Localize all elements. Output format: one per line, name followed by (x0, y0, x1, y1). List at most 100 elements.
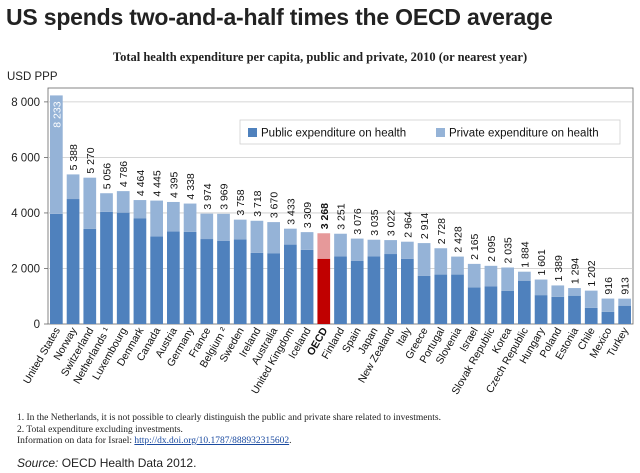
bar-private (116, 191, 130, 213)
bar-private (183, 203, 197, 232)
israel-note-prefix: Information on data for Israel: (17, 436, 135, 446)
data-label: 2 165 (469, 233, 481, 259)
israel-note-suffix: . (289, 436, 292, 446)
bar-private (401, 241, 414, 259)
data-label: 3 758 (235, 189, 247, 215)
legend-label-public: Public expenditure on health (261, 128, 406, 140)
bar-public (484, 286, 498, 324)
bar-public (133, 218, 147, 324)
bar-public (100, 211, 113, 324)
data-label: 1 389 (553, 255, 565, 281)
bar-private (384, 240, 397, 255)
data-label: 3 035 (369, 209, 381, 235)
data-label: 8 233 (51, 101, 63, 127)
bar-private (250, 220, 264, 253)
bar-private (284, 228, 297, 245)
data-label: 3 670 (269, 192, 281, 218)
bar-private (601, 298, 615, 312)
bar-public (601, 311, 615, 324)
bar-public (568, 295, 581, 324)
data-label: 2 095 (486, 235, 498, 261)
bar-private (367, 239, 381, 257)
bar-public (250, 252, 264, 324)
legend-swatch-public (248, 128, 257, 137)
bar-private (501, 267, 514, 291)
bar-public (167, 231, 180, 324)
data-label: 913 (620, 277, 632, 295)
bar-private (451, 256, 464, 275)
data-label: 1 884 (519, 241, 531, 267)
bar-public (116, 212, 130, 324)
source-text: OECD Health Data 2012. (58, 456, 197, 470)
data-label: 3 022 (386, 210, 398, 236)
bar-private (534, 279, 548, 296)
bar-public (50, 213, 63, 324)
bar-private (484, 265, 498, 287)
source-label: Source: (17, 456, 59, 470)
bar-private (233, 219, 247, 240)
bar-public (434, 274, 448, 324)
y-axis-label: USD PPP (7, 71, 58, 83)
data-label: 3 718 (252, 190, 264, 216)
legend-swatch-private (436, 128, 445, 137)
bar-public (66, 199, 80, 324)
bar-private (133, 200, 147, 219)
data-label: 2 914 (419, 213, 431, 239)
bar-public (334, 256, 347, 324)
bar-private (100, 193, 113, 212)
data-label: 2 728 (436, 218, 448, 244)
data-label: 1 202 (586, 260, 598, 286)
bar-public (367, 256, 381, 324)
source-line: Source: OECD Health Data 2012. (17, 456, 196, 470)
bar-private (417, 243, 431, 276)
bar-private (551, 285, 565, 297)
data-label: 4 464 (135, 170, 147, 196)
bar-private (434, 248, 448, 275)
y-tick-label: 4 000 (11, 208, 40, 220)
bar-public (518, 280, 531, 324)
bar-private (83, 177, 97, 229)
data-label: 5 388 (68, 144, 80, 170)
bar-public (83, 228, 97, 324)
bar-public (183, 231, 197, 324)
bar-private (467, 263, 481, 288)
israel-data-link[interactable]: http://dx.doi.org/10.1787/888932315602 (134, 436, 290, 446)
bar-public (300, 249, 314, 324)
bar-private (200, 213, 214, 240)
bar-private (518, 271, 531, 281)
bar-private (217, 213, 230, 241)
y-tick-label: 6 000 (11, 152, 40, 164)
data-label: 3 974 (202, 183, 214, 209)
legend-label-private: Private expenditure on health (449, 128, 599, 140)
bar-public (384, 254, 397, 324)
footnotes: 1. In the Netherlands, it is not possibl… (17, 413, 441, 448)
bar-public (217, 240, 230, 324)
page-title: US spends two-and-a-half times the OECD … (6, 4, 553, 30)
bar-public (401, 258, 414, 324)
chart-title: Total health expenditure per capita, pub… (112, 50, 528, 64)
data-label: 3 076 (352, 208, 364, 234)
bar-private (618, 298, 631, 306)
bar-private (66, 174, 80, 200)
bar-public (467, 287, 481, 324)
bar-public (350, 260, 364, 324)
bar-public (150, 236, 163, 324)
bar-public (417, 275, 431, 324)
data-label: 1 294 (570, 258, 582, 284)
data-label: 2 964 (402, 211, 414, 237)
data-label: 3 433 (285, 198, 297, 224)
bar-public (451, 274, 464, 324)
data-label: 4 338 (185, 173, 197, 199)
bar-public (584, 307, 598, 324)
bar-public (501, 290, 514, 324)
data-label: 3 268 (319, 203, 331, 229)
data-label: 4 786 (118, 161, 130, 187)
bar-private (167, 201, 180, 232)
footnote-1: 1. In the Netherlands, it is not possibl… (17, 413, 441, 423)
data-label: 5 056 (102, 163, 114, 189)
data-label: 2 035 (503, 237, 515, 263)
bar-private (150, 200, 163, 237)
bar-private (317, 233, 331, 259)
data-label: 5 270 (85, 147, 97, 173)
